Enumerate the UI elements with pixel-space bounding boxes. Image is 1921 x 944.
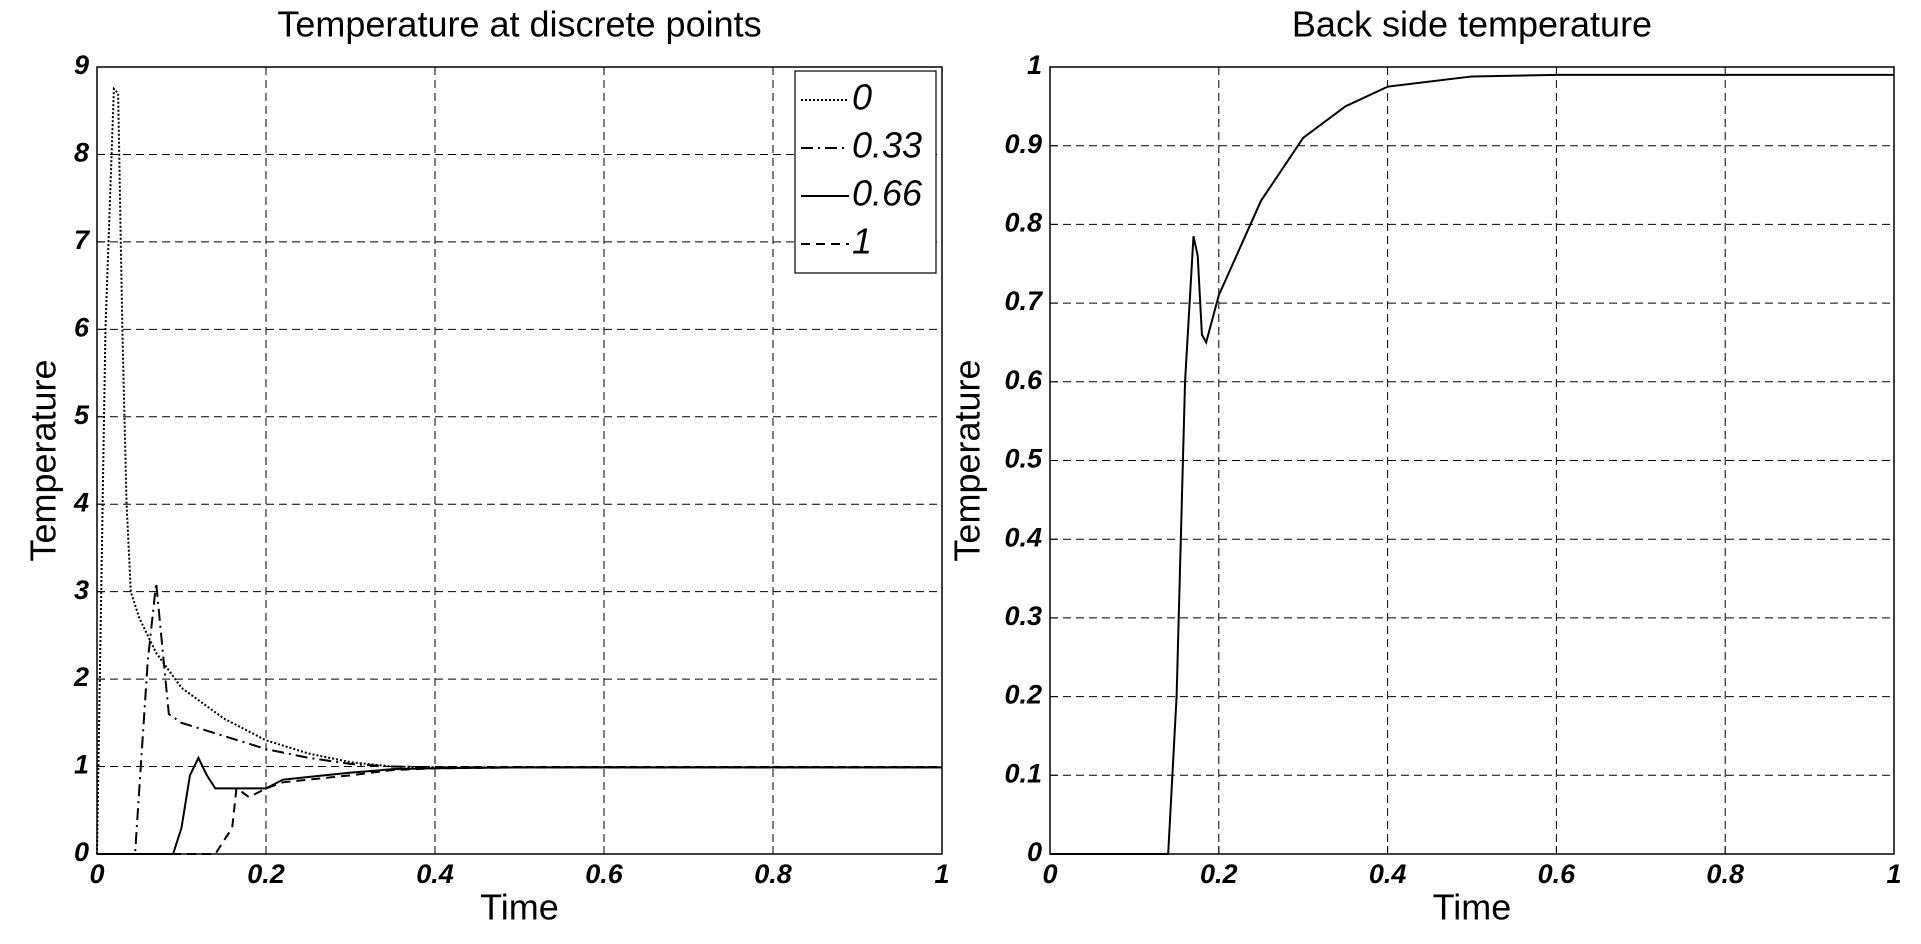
- x-tick-label: 0: [1042, 859, 1057, 889]
- x-tick-label: 0.2: [1200, 859, 1238, 889]
- x-tick-label: 1: [1886, 859, 1901, 889]
- x-tick-label: 0: [89, 859, 104, 889]
- x-tick-label: 1: [934, 859, 949, 889]
- y-tick-label: 4: [73, 487, 89, 517]
- y-tick-label: 0.1: [1004, 758, 1042, 788]
- x-tick-label: 0.8: [754, 859, 792, 889]
- legend: 0 0.33 0.66 1: [794, 70, 937, 274]
- y-axis-label: Temperature: [23, 359, 64, 561]
- y-tick-label: 0.6: [1004, 365, 1043, 395]
- y-tick-label: 0.9: [1004, 129, 1042, 159]
- x-tick-label: 0.4: [1369, 859, 1407, 889]
- plot-frame: [96, 66, 943, 855]
- y-tick-label: 0.5: [1004, 444, 1043, 474]
- series-line: [97, 766, 942, 855]
- x-tick-label: 0.2: [247, 859, 285, 889]
- y-axis-label: Temperature: [947, 359, 988, 561]
- x-tick-label: 0.6: [1538, 859, 1577, 889]
- series-line: [97, 582, 942, 855]
- y-tick-label: 3: [74, 575, 89, 605]
- chart-title: Back side temperature: [1292, 4, 1652, 45]
- y-tick-label: 1: [74, 750, 89, 780]
- x-axis-label: Time: [1433, 887, 1512, 928]
- y-tick-label: 6: [74, 312, 90, 342]
- y-tick-label: 9: [74, 50, 89, 80]
- y-tick-label: 5: [74, 400, 90, 430]
- series-line: [1050, 73, 1894, 855]
- y-tick-label: 8: [74, 138, 89, 168]
- y-tick-label: 2: [73, 662, 89, 692]
- y-tick-label: 0.3: [1004, 601, 1042, 631]
- y-tick-label: 0.8: [1004, 208, 1042, 238]
- x-tick-label: 0.6: [585, 859, 624, 889]
- y-tick-label: 0: [74, 837, 89, 867]
- legend-label: 0: [852, 77, 872, 118]
- y-tick-label: 0.2: [1004, 680, 1042, 710]
- legend-label: 0.33: [852, 125, 922, 166]
- x-tick-label: 0.4: [416, 859, 454, 889]
- plot-frame: [1049, 66, 1895, 855]
- plot: 0 1 2 3 4 5 6 7 8 9 0 0.2 0.4 0.6 0.8 1 Temperature at d…: [23, 4, 950, 928]
- y-tick-label: 0.7: [1004, 286, 1044, 316]
- x-axis-label: Time: [480, 887, 559, 928]
- y-tick-label: 0: [1027, 837, 1042, 867]
- plot: 0 0.1 0.2 0.3 0.4 0.5 0.6 0.7 0.8 0.9 1 0 0.2 0.4 0.6 0…: [947, 4, 1902, 928]
- legend-box: [794, 70, 937, 274]
- legend-label: 1: [852, 221, 872, 262]
- y-tick-label: 0.4: [1004, 522, 1042, 552]
- chart-title: Temperature at discrete points: [277, 4, 761, 45]
- legend-label: 0.66: [852, 173, 923, 214]
- y-tick-label: 7: [74, 225, 91, 255]
- x-tick-label: 0.8: [1706, 859, 1744, 889]
- y-tick-label: 1: [1027, 50, 1042, 80]
